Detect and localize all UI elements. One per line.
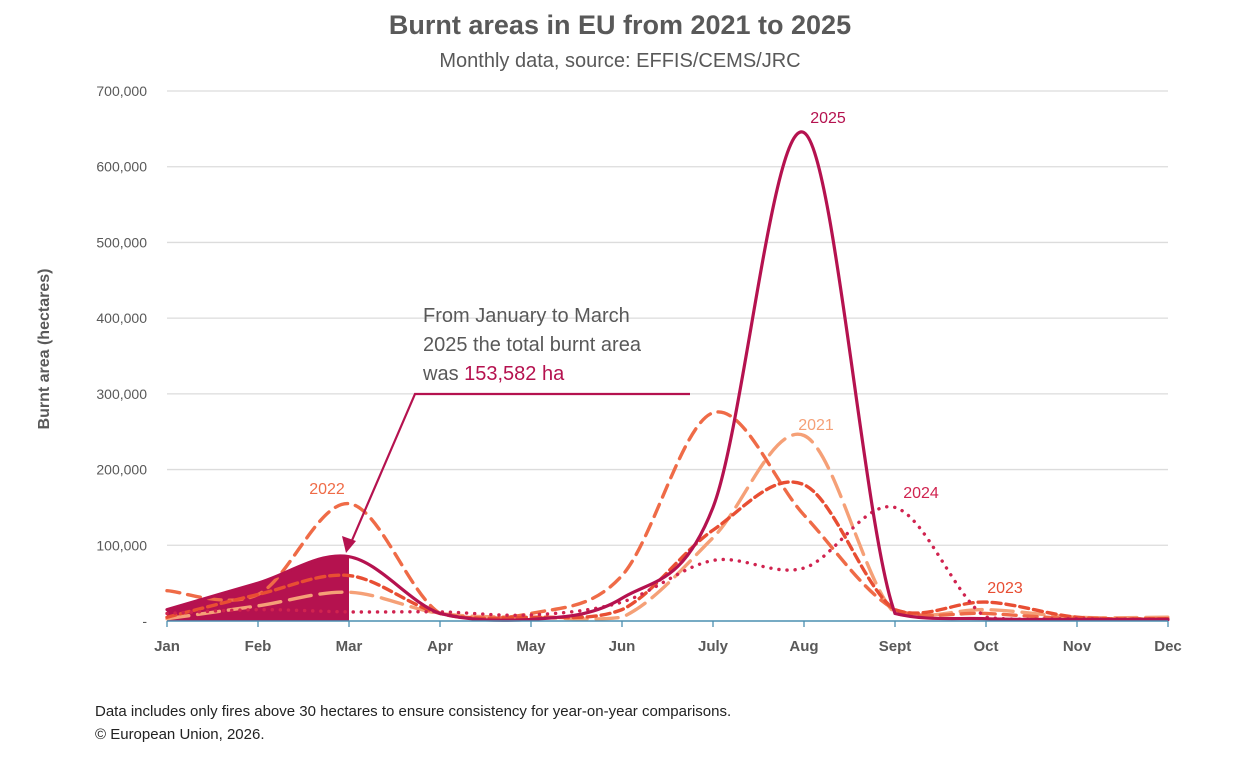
y-tick-label: 500,000: [96, 234, 147, 250]
series-label-2023: 2023: [987, 580, 1023, 597]
x-tick-label: Jun: [609, 638, 636, 655]
x-tick-label: Mar: [336, 638, 363, 655]
x-tick-label: Feb: [245, 638, 272, 655]
y-tick-label: 600,000: [96, 159, 147, 175]
x-tick-label: July: [698, 638, 729, 655]
series-line-2025: [165, 130, 1170, 622]
y-tick-label: 700,000: [96, 83, 147, 99]
x-tick-label: Jan: [154, 638, 180, 655]
x-tick-label: Sept: [879, 638, 912, 655]
annotation-line-1: From January to March: [423, 305, 630, 327]
y-tick-label: 300,000: [96, 386, 147, 402]
annotation: From January to March 2025 the total bur…: [423, 302, 641, 389]
y-tick-label: -: [142, 613, 147, 629]
x-tick-label: Apr: [427, 638, 453, 655]
series-label-2025: 2025: [810, 110, 846, 127]
series-line-2021: [165, 432, 1170, 621]
series-label-2022: 2022: [309, 481, 345, 498]
series-line-2022: [165, 410, 1170, 621]
x-tick-label: Nov: [1063, 638, 1092, 655]
annotation-arrowhead-icon: [342, 536, 356, 553]
footnote-line-2: © European Union, 2026.: [95, 726, 265, 743]
x-tick-label: Oct: [973, 638, 998, 655]
series-line-2023: [165, 480, 1170, 621]
y-tick-label: 100,000: [96, 537, 147, 553]
x-tick-label: Aug: [789, 638, 818, 655]
chart-title: Burnt areas in EU from 2021 to 2025: [388, 10, 852, 40]
x-tick-label: May: [516, 638, 546, 655]
footnote: Data includes only fires above 30 hectar…: [95, 700, 731, 746]
footnote-line-1: Data includes only fires above 30 hectar…: [95, 703, 732, 720]
series-label-2021: 2021: [798, 417, 834, 434]
annotation-line-3: was: [423, 363, 465, 385]
x-tick-label: Dec: [1154, 638, 1182, 655]
series-label-2024: 2024: [903, 485, 939, 502]
y-tick-label: 400,000: [96, 310, 147, 326]
annotation-value: 153,582 ha: [464, 363, 565, 385]
annotation-line-2: 2025 the total burnt area: [423, 334, 641, 356]
y-tick-label: 200,000: [96, 462, 147, 478]
annotation-arrow-line: [348, 392, 690, 546]
chart-subtitle: Monthly data, source: EFFIS/CEMS/JRC: [439, 50, 801, 72]
